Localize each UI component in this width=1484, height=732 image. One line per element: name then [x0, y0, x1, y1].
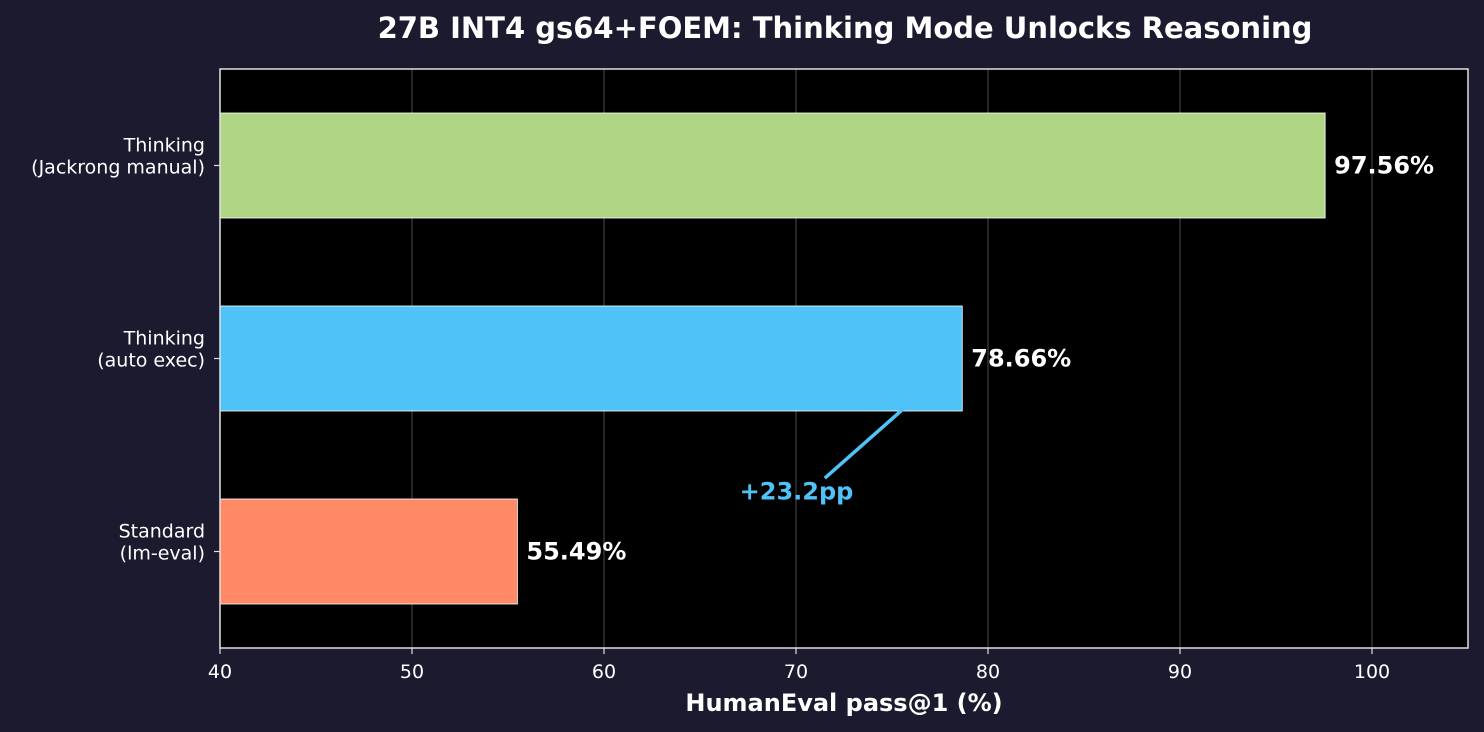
bars: 97.56% 78.66% 55.49% — [219, 112, 1434, 605]
bar-value-label: 55.49% — [526, 538, 626, 566]
category-label: (auto exec) — [97, 350, 205, 372]
bar-value-label: 97.56% — [1334, 152, 1434, 180]
category-label: Standard — [119, 521, 205, 543]
annotation: +23.2pp — [740, 407, 905, 505]
x-tick-label: 40 — [208, 661, 232, 683]
bar-value-label: 78.66% — [971, 345, 1071, 373]
x-tick-label: 100 — [1354, 661, 1390, 683]
annotation-label: +23.2pp — [740, 477, 854, 505]
category-label: Thinking — [123, 328, 205, 350]
annotation-arrow — [823, 407, 905, 480]
category-label: (lm-eval) — [120, 543, 205, 565]
category-label: Thinking — [123, 135, 205, 157]
category-label: (Jackrong manual) — [31, 157, 205, 179]
x-tick-label: 90 — [1168, 661, 1192, 683]
y-axis-categories: Thinking(Jackrong manual)Thinking(auto e… — [31, 135, 220, 565]
x-axis-label: HumanEval pass@1 (%) — [685, 689, 1002, 717]
x-axis-ticks: 40 50 60 70 80 90 100 — [208, 648, 1390, 683]
chart-title: 27B INT4 gs64+FOEM: Thinking Mode Unlock… — [378, 11, 1313, 45]
x-tick-label: 80 — [976, 661, 1000, 683]
x-tick-label: 60 — [592, 661, 616, 683]
bar — [219, 112, 1326, 219]
x-tick-label: 70 — [784, 661, 808, 683]
bar — [219, 305, 963, 412]
x-tick-label: 50 — [400, 661, 424, 683]
bar — [219, 498, 518, 605]
